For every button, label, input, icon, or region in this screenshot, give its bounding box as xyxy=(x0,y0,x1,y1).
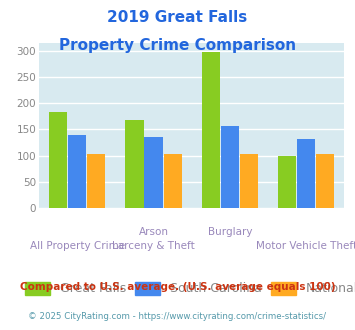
Text: Motor Vehicle Theft: Motor Vehicle Theft xyxy=(256,241,355,251)
Bar xyxy=(68,135,86,208)
Text: Property Crime Comparison: Property Crime Comparison xyxy=(59,38,296,53)
Bar xyxy=(49,112,67,208)
Bar xyxy=(297,139,315,208)
Bar xyxy=(87,154,105,208)
Text: Larceny & Theft: Larceny & Theft xyxy=(112,241,195,251)
Text: All Property Crime: All Property Crime xyxy=(30,241,125,251)
Text: Arson: Arson xyxy=(138,227,169,237)
Text: Compared to U.S. average. (U.S. average equals 100): Compared to U.S. average. (U.S. average … xyxy=(20,282,335,292)
Text: 2019 Great Falls: 2019 Great Falls xyxy=(107,10,248,25)
Bar xyxy=(125,120,143,208)
Bar xyxy=(316,154,334,208)
Bar xyxy=(240,154,258,208)
Text: © 2025 CityRating.com - https://www.cityrating.com/crime-statistics/: © 2025 CityRating.com - https://www.city… xyxy=(28,312,327,321)
Bar xyxy=(202,52,220,208)
Legend: Great Falls, South Carolina, National: Great Falls, South Carolina, National xyxy=(20,277,355,301)
Bar xyxy=(221,126,239,208)
Bar xyxy=(144,137,163,208)
Text: Burglary: Burglary xyxy=(208,227,252,237)
Bar xyxy=(278,155,296,208)
Bar xyxy=(164,154,182,208)
